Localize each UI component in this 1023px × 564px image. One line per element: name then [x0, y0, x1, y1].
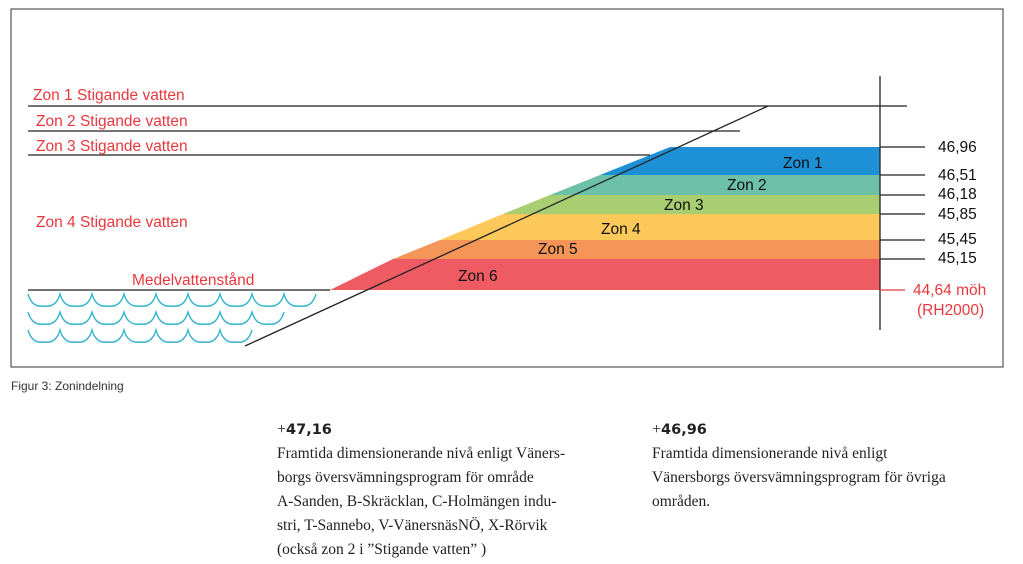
zone-3-rising-water-label: Zon 3 Stigande vatten [36, 138, 188, 155]
zone-diagram: Zon 1 Stigande vatten Zon 2 Stigande vat… [10, 8, 1004, 368]
value-prefix: + [277, 421, 287, 438]
water-wave-row [27, 327, 253, 343]
note-text-line: (också zon 2 i ”Stigande vatten” ) [277, 541, 487, 558]
zone-4-band [440, 214, 880, 240]
zone-3-label: Zon 3 [664, 197, 704, 214]
level-value: 46,18 [938, 186, 977, 203]
note-text-line: områden. [652, 493, 711, 510]
shore-slope-line [244, 105, 769, 347]
note-text-line: Framtida dimensionerande nivå enligt [652, 445, 888, 462]
zone-3-band [503, 195, 880, 214]
level-value: 45,85 [938, 206, 977, 223]
water-waves [27, 291, 317, 343]
design-level-note-areas: +47,16 Framtida dimensionerande nivå enl… [277, 418, 627, 562]
zone-4-label: Zon 4 [601, 221, 641, 238]
zone-6-band [330, 259, 880, 290]
design-level-note-other-areas: +46,96 Framtida dimensionerande nivå enl… [652, 418, 1012, 514]
note-value: 47,16 [286, 422, 332, 438]
zone-1-band [600, 147, 880, 175]
note-text-line: borgs översvämningsprogram för område [277, 469, 534, 486]
note-value-line: +47,16 [277, 418, 627, 442]
zone-1-rising-water-label: Zon 1 Stigande vatten [33, 87, 185, 104]
level-value: 46,51 [938, 167, 977, 184]
figure-caption: Figur 3: Zonindelning [11, 379, 124, 393]
level-value: 45,15 [938, 250, 977, 267]
note-value-line: +46,96 [652, 418, 1012, 442]
zone-2-label: Zon 2 [727, 177, 767, 194]
zone-2-rising-water-label: Zon 2 Stigande vatten [36, 113, 188, 130]
zone-2-band [550, 175, 880, 195]
mean-water-level-label: Medelvattenstånd [132, 272, 254, 289]
reference-system-label: (RH2000) [917, 302, 984, 319]
note-text-line: stri, T-Sannebo, V-VänersnäsNÖ, X-Rörvik [277, 517, 548, 534]
level-value: 45,45 [938, 231, 977, 248]
water-wave-row [27, 309, 285, 325]
note-text-line: Framtida dimensionerande nivå enligt Vän… [277, 445, 566, 462]
water-wave-row [27, 291, 317, 307]
note-text-line: Vänersborgs översvämningsprogram för övr… [652, 469, 946, 486]
note-value: 46,96 [661, 422, 707, 438]
zone-1-label: Zon 1 [783, 155, 823, 172]
value-prefix: + [652, 421, 662, 438]
zone-4-rising-water-label: Zon 4 Stigande vatten [36, 214, 188, 231]
zone-5-label: Zon 5 [538, 241, 578, 258]
zone-6-label: Zon 6 [458, 268, 498, 285]
level-value: 46,96 [938, 139, 977, 156]
reference-level-value: 44,64 möh [913, 282, 986, 299]
zone-5-band [393, 240, 880, 259]
note-text-line: A-Sanden, B-Skräcklan, C-Holmängen indu- [277, 493, 557, 510]
